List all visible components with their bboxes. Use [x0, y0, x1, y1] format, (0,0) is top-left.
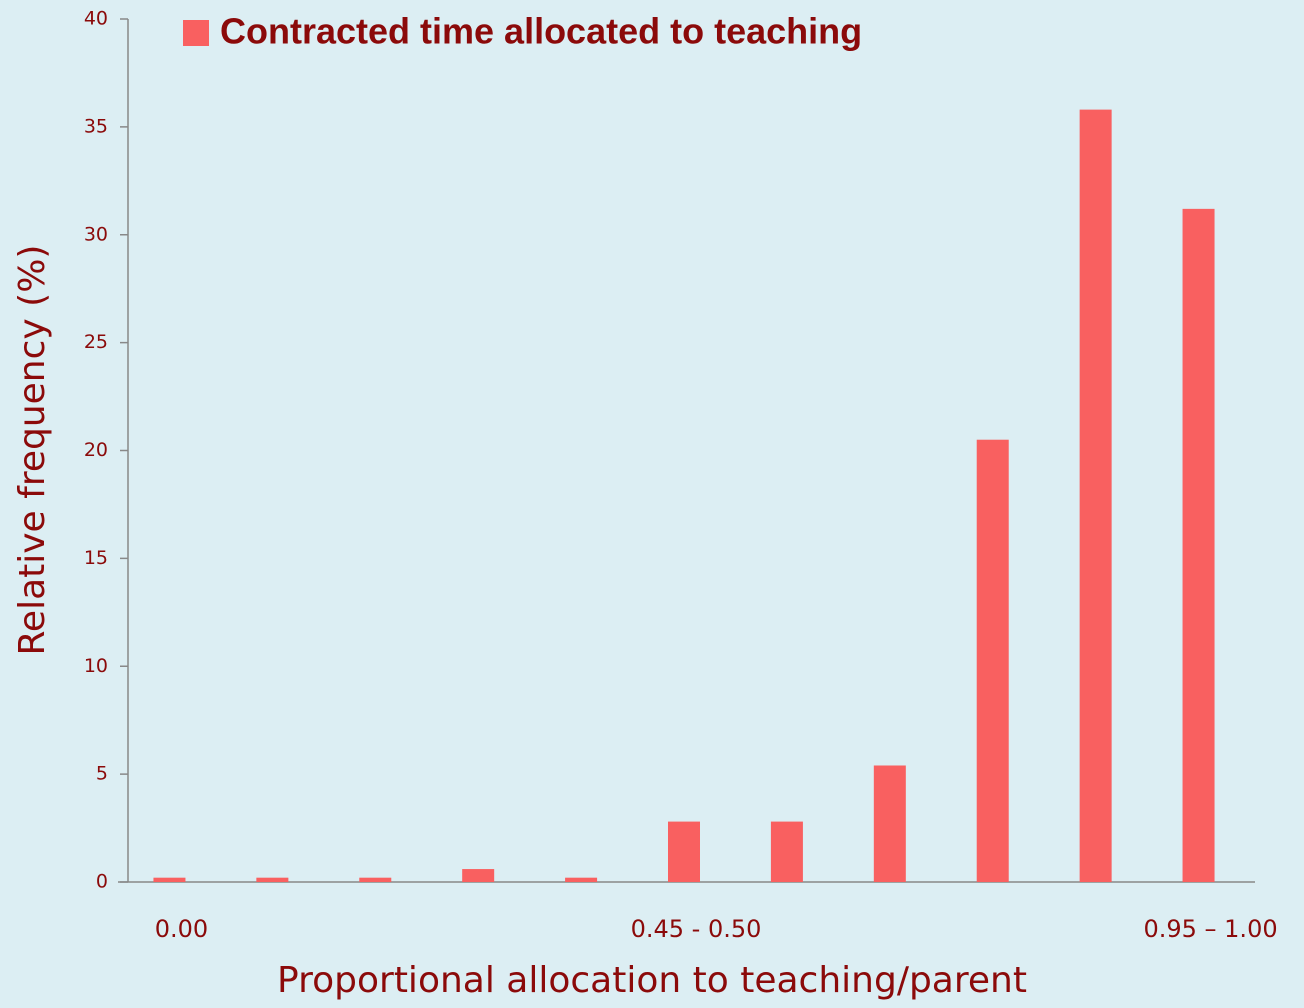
bar: [359, 877, 392, 882]
bar: [1182, 208, 1215, 883]
y-tick-label: 15: [84, 547, 108, 569]
bar: [976, 439, 1009, 882]
y-axis-title: Relative frequency (%): [12, 245, 53, 656]
y-tick-label: 0: [96, 871, 108, 893]
bar: [153, 877, 186, 882]
bar: [1079, 109, 1112, 883]
y-tick-label: 10: [84, 655, 108, 677]
y-tick-label: 30: [84, 223, 108, 245]
bar: [462, 869, 495, 882]
x-axis-title: Proportional allocation to teaching/pare…: [277, 960, 1027, 1001]
x-tick-label: 0.45 - 0.50: [631, 915, 762, 943]
y-tick-label: 35: [84, 115, 108, 137]
y-tick-label: 40: [84, 8, 108, 30]
bar: [256, 877, 289, 882]
legend-label: Contracted time allocated to teaching: [220, 11, 862, 52]
x-tick-label: 0.00: [155, 915, 208, 943]
legend-swatch: [183, 20, 209, 46]
bar: [770, 821, 803, 882]
y-tick-label: 20: [84, 439, 108, 461]
bar: [668, 821, 700, 882]
bar: [873, 765, 906, 882]
bar: [565, 877, 598, 882]
y-tick-label: 5: [96, 763, 108, 785]
x-tick-label: 0.95 – 1.00: [1143, 915, 1277, 943]
y-tick-label: 25: [84, 331, 108, 353]
